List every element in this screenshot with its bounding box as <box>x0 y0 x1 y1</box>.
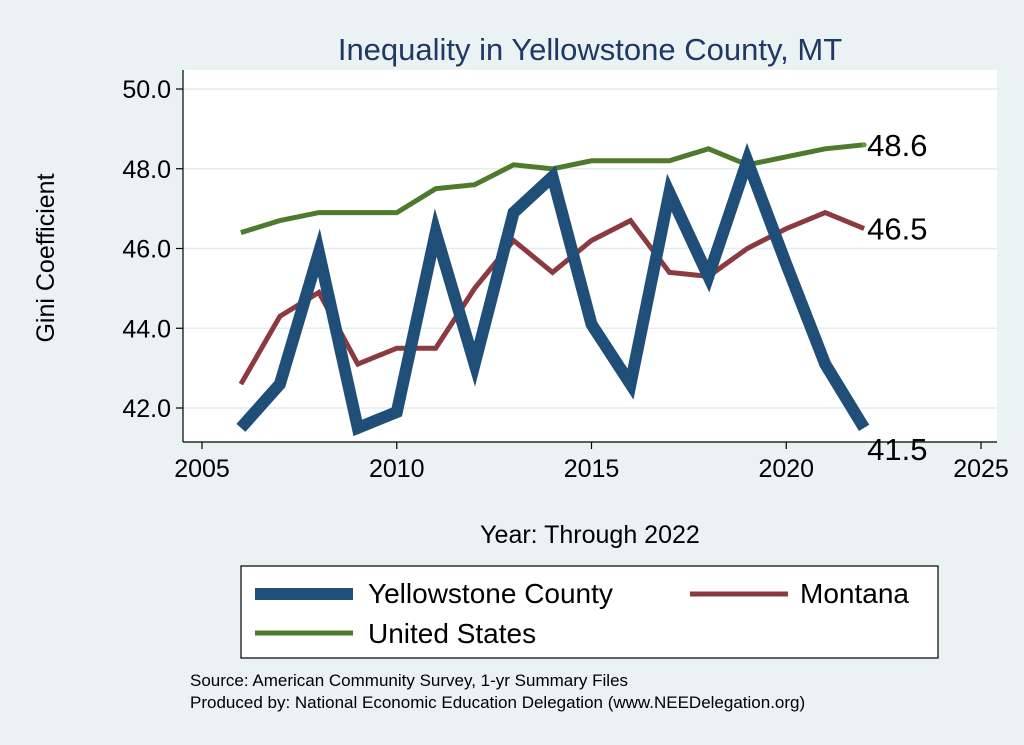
end-label: 46.5 <box>867 212 927 247</box>
x-tick-label: 2010 <box>369 455 425 483</box>
y-ticks: 42.0 44.0 46.0 48.0 50.0 <box>122 76 183 423</box>
legend-label-yellowstone-county: Yellowstone County <box>368 578 613 609</box>
x-tick-label: 2015 <box>564 455 620 483</box>
x-axis-title: Year: Through 2022 <box>480 521 700 549</box>
source-note: Source: American Community Survey, 1-yr … <box>190 671 628 690</box>
y-tick-label: 48.0 <box>122 156 171 184</box>
y-tick-label: 46.0 <box>122 236 171 264</box>
y-axis-title: Gini Coefficient <box>32 173 60 342</box>
united-states-end-marker <box>861 142 867 148</box>
x-ticks: 2005 2010 2015 2020 2025 <box>174 442 1009 483</box>
end-labels: 41.5 46.5 48.6 <box>867 128 927 467</box>
end-label: 41.5 <box>867 432 927 467</box>
legend-label-montana: Montana <box>800 578 909 609</box>
legend-label-united-states: United States <box>368 618 536 649</box>
producer-note: Produced by: National Economic Education… <box>190 693 805 712</box>
x-tick-label: 2005 <box>174 455 230 483</box>
y-tick-label: 42.0 <box>122 395 171 423</box>
y-tick-label: 44.0 <box>122 315 171 343</box>
plot-area <box>183 70 997 442</box>
end-label: 48.6 <box>867 128 927 163</box>
x-tick-label: 2020 <box>758 455 814 483</box>
legend <box>240 565 939 659</box>
axes <box>182 70 997 443</box>
x-tick-label: 2025 <box>953 455 1009 483</box>
series-line-montana <box>238 209 866 386</box>
chart-title: Inequality in Yellowstone County, MT <box>338 32 842 67</box>
series-line-yellowstone-county <box>236 142 870 437</box>
series-lines <box>236 142 870 437</box>
y-tick-label: 50.0 <box>122 76 171 104</box>
